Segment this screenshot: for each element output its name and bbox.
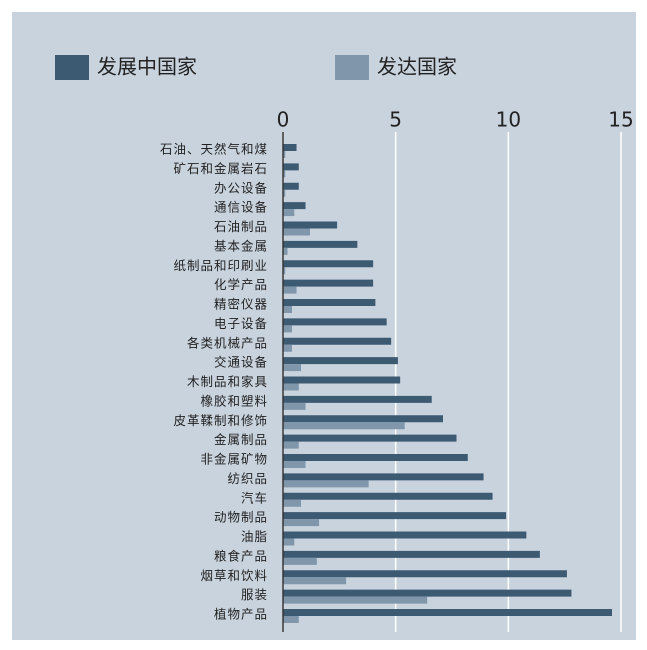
bar (283, 550, 540, 558)
bar (283, 512, 507, 520)
bar (283, 286, 297, 294)
y-tick-label: 非金属矿物 (200, 452, 268, 467)
bar (283, 357, 398, 365)
bar (283, 383, 299, 391)
bar (283, 163, 299, 171)
y-tick-label: 服装 (241, 587, 268, 602)
panel (12, 12, 636, 640)
y-tick-label: 办公设备 (214, 180, 268, 195)
bar (283, 240, 358, 248)
legend-label: 发展中国家 (97, 55, 197, 79)
bar (283, 402, 306, 410)
y-tick-label: 植物产品 (214, 607, 268, 622)
y-tick-label: 纸制品和印刷业 (173, 258, 268, 273)
y-tick-label: 木制品和家具 (187, 374, 268, 389)
y-tick-label: 汽车 (241, 490, 268, 505)
bar (283, 473, 484, 481)
y-tick-label: 粮食产品 (214, 548, 268, 563)
bar (283, 376, 401, 384)
y-tick-label: 石油、天然气和煤 (160, 142, 268, 157)
bar (283, 395, 432, 403)
bar (283, 299, 376, 306)
y-tick-label: 通信设备 (214, 200, 268, 215)
bar (283, 616, 299, 623)
bar (283, 434, 457, 442)
y-tick-label: 电子设备 (214, 316, 268, 331)
bar (283, 306, 293, 313)
bar (283, 228, 311, 236)
legend-label: 发达国家 (377, 55, 457, 79)
bar (283, 182, 299, 190)
legend-swatch (55, 55, 89, 80)
bar (283, 170, 286, 178)
bar (283, 609, 612, 616)
bar (283, 221, 338, 229)
bar (283, 279, 374, 287)
bar (283, 209, 295, 217)
bar (283, 519, 320, 527)
y-tick-label: 纺织品 (227, 471, 268, 486)
y-tick-label: 金属制品 (214, 432, 268, 447)
bar (283, 144, 297, 151)
y-tick-label: 烟草和饮料 (200, 568, 268, 583)
bar (283, 415, 443, 423)
bar (283, 480, 369, 488)
bar (283, 557, 317, 565)
y-tick-label: 皮革鞣制和修饰 (173, 413, 268, 428)
y-tick-label: 化学产品 (214, 277, 268, 292)
bar (283, 441, 299, 449)
x-tick-label: 5 (389, 108, 402, 132)
bar (283, 318, 387, 326)
y-tick-label: 交通设备 (214, 355, 268, 370)
bar (283, 492, 493, 500)
bar (283, 454, 468, 461)
bar (283, 538, 295, 546)
bar (283, 189, 286, 197)
bar (283, 589, 572, 597)
y-tick-label: 动物制品 (214, 510, 268, 525)
bar (283, 325, 293, 333)
bar (283, 570, 567, 578)
x-tick-label: 10 (496, 108, 521, 132)
bar (283, 577, 347, 585)
bar (283, 596, 428, 604)
bar (283, 499, 302, 507)
bar (283, 260, 374, 268)
bar (283, 151, 286, 158)
bar (283, 337, 392, 345)
x-tick-label: 0 (277, 108, 290, 132)
y-tick-label: 橡胶和塑料 (200, 393, 268, 408)
x-tick-label: 15 (608, 108, 633, 132)
bar (283, 364, 302, 372)
bar (283, 247, 288, 255)
y-tick-label: 油脂 (241, 529, 268, 544)
y-tick-label: 石油制品 (214, 219, 268, 234)
legend-swatch (335, 55, 369, 80)
bar (283, 422, 405, 430)
y-tick-label: 基本金属 (214, 238, 268, 253)
bar (283, 202, 306, 210)
bar (283, 344, 293, 352)
y-tick-label: 各类机械产品 (187, 335, 268, 350)
y-tick-label: 精密仪器 (214, 297, 268, 312)
y-tick-label: 矿石和金属岩石 (173, 161, 268, 176)
bar (283, 531, 527, 539)
bar (283, 267, 286, 275)
bar (283, 461, 306, 468)
